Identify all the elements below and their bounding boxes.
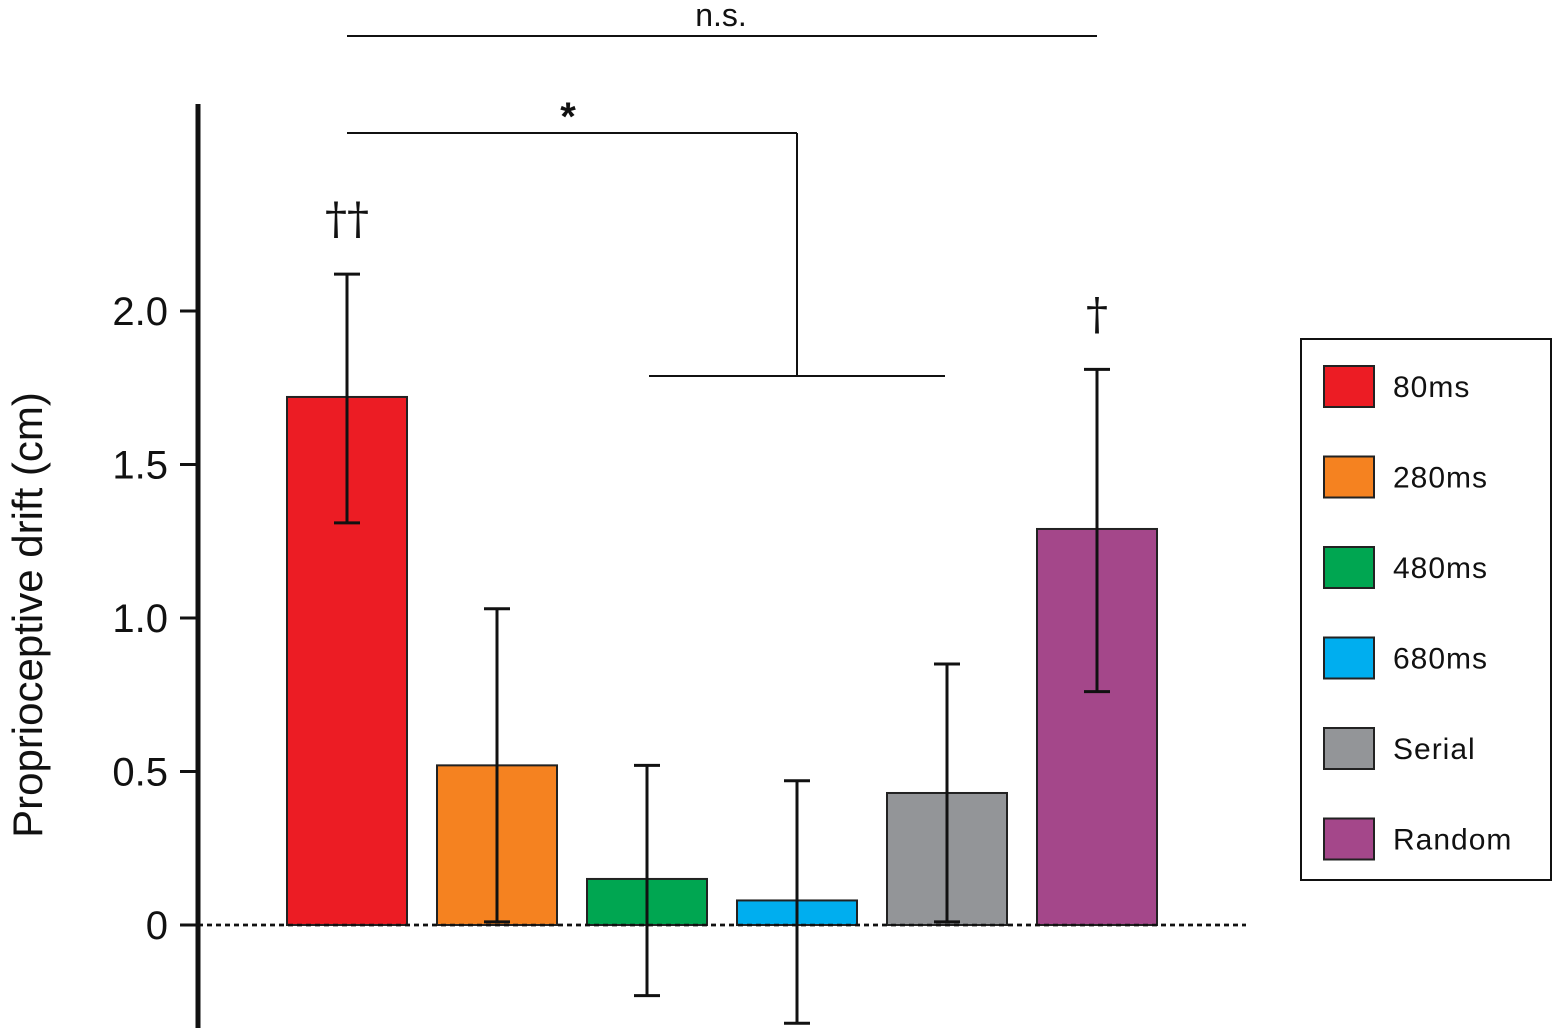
error-bar-serial: [934, 662, 960, 924]
legend: 80ms 280ms 480ms 680ms Serial Random: [1300, 338, 1552, 881]
error-bar-280ms: [484, 607, 510, 924]
legend-label: Serial: [1393, 733, 1476, 766]
star-bracket: [347, 132, 945, 377]
error-bar-480ms: [634, 763, 660, 998]
legend-label: 680ms: [1393, 643, 1488, 676]
legend-item: Random: [1323, 817, 1512, 861]
y-tick-label: 1.0: [112, 597, 168, 641]
error-bar-random: [1084, 367, 1110, 694]
error-bars: [334, 272, 1110, 1025]
star-label: *: [560, 95, 576, 139]
legend-item: Serial: [1323, 727, 1476, 770]
legend-label: 80ms: [1393, 371, 1470, 404]
legend-label: 280ms: [1393, 462, 1488, 495]
legend-label: 480ms: [1393, 552, 1488, 585]
bars: [198, 395, 1246, 927]
legend-label: Random: [1393, 824, 1512, 857]
y-tick-label: 2.0: [112, 290, 168, 334]
legend-item: 280ms: [1323, 455, 1488, 499]
legend-swatch: [1323, 817, 1375, 861]
dagger-annotation: †: [1086, 289, 1108, 340]
y-axis-title: Proprioceptive drift (cm): [4, 392, 51, 838]
legend-item: 680ms: [1323, 636, 1488, 680]
legend-swatch: [1323, 727, 1375, 770]
ns-label: n.s.: [695, 0, 747, 33]
legend-swatch: [1323, 546, 1375, 589]
legend-swatch: [1323, 636, 1375, 680]
annotations: †††n.s.*: [325, 0, 1108, 377]
legend-item: 80ms: [1323, 365, 1470, 408]
legend-item: 480ms: [1323, 546, 1488, 589]
error-bar-680ms: [784, 779, 810, 1025]
legend-box: [1300, 338, 1552, 881]
dagger-annotation: ††: [325, 194, 369, 245]
y-tick-label: 1.5: [112, 444, 168, 488]
legend-swatch: [1323, 455, 1375, 499]
y-tick-label: 0: [146, 904, 168, 948]
legend-swatch: [1323, 365, 1375, 408]
y-tick-label: 0.5: [112, 751, 168, 795]
error-bar-80ms: [334, 272, 360, 525]
